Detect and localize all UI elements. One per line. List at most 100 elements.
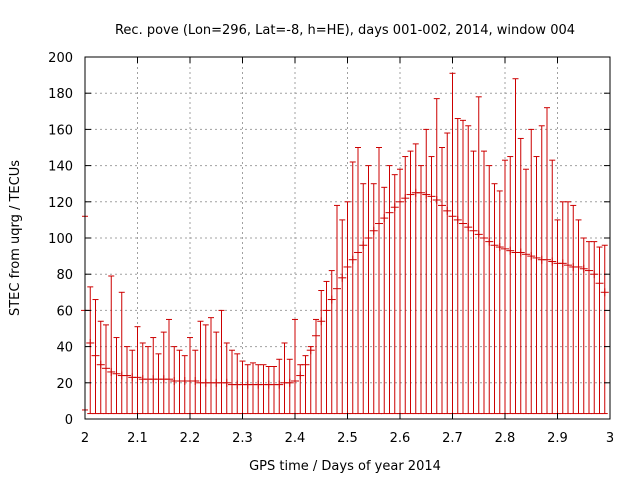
data-point [422, 128, 431, 415]
data-point [228, 349, 236, 415]
data-point [348, 161, 357, 415]
data-point [490, 183, 499, 415]
x-tick-label: 3 [606, 431, 614, 446]
data-point [301, 355, 310, 415]
data-point [401, 156, 410, 415]
data-point [128, 349, 137, 415]
data-point [595, 246, 604, 415]
data-point [306, 346, 315, 415]
y-tick-label: 100 [48, 232, 73, 247]
data-point [532, 156, 541, 415]
data-point [275, 358, 284, 415]
data-point [501, 159, 509, 415]
data-point [469, 150, 478, 415]
data-series [81, 72, 609, 415]
x-tick-label: 2.2 [180, 431, 201, 446]
data-point [180, 355, 189, 415]
y-tick-label: 140 [48, 160, 73, 175]
data-point [464, 125, 473, 415]
x-tick-label: 2 [81, 431, 89, 446]
data-point [443, 132, 452, 415]
data-point [159, 331, 168, 415]
x-tick-label: 2.7 [442, 431, 463, 446]
data-point [380, 186, 389, 415]
y-tick-label: 160 [48, 123, 73, 138]
data-point [600, 244, 609, 415]
data-point [548, 159, 557, 415]
data-point [175, 349, 184, 415]
data-point [338, 219, 347, 415]
data-point [264, 366, 273, 415]
data-point [333, 204, 341, 415]
data-point [474, 96, 483, 415]
data-point [165, 318, 173, 415]
data-point [327, 270, 336, 415]
data-point [96, 320, 105, 415]
data-point [359, 183, 368, 415]
y-axis-label: STEC from uqrg / TECUs [8, 160, 23, 316]
data-point [438, 147, 446, 415]
data-point [149, 337, 158, 415]
data-point [432, 98, 441, 415]
data-point [259, 364, 268, 415]
y-tick-label: 120 [48, 196, 73, 211]
data-point [527, 128, 536, 415]
y-tick-label: 200 [48, 51, 73, 66]
y-tick-label: 80 [56, 268, 73, 283]
data-point [364, 165, 373, 415]
x-tick-label: 2.1 [127, 431, 148, 446]
data-point [564, 201, 572, 415]
data-point [285, 358, 294, 415]
x-tick-label: 2.9 [547, 431, 568, 446]
chart-title: Rec. pove (Lon=296, Lat=-8, h=HE), days … [115, 23, 575, 38]
data-point [201, 324, 210, 415]
data-point [522, 168, 530, 415]
data-point [537, 125, 546, 415]
data-point [144, 346, 152, 415]
x-tick-label: 2.8 [495, 431, 516, 446]
data-point [317, 289, 326, 415]
data-point [427, 156, 436, 415]
data-point [453, 118, 462, 415]
data-point [249, 362, 257, 415]
data-point [480, 150, 488, 415]
data-point [558, 201, 567, 415]
data-point [233, 353, 242, 415]
data-point [553, 219, 562, 415]
data-point [579, 237, 588, 415]
data-point [448, 72, 457, 415]
x-tick-label: 2.4 [285, 431, 306, 446]
data-point [312, 318, 320, 415]
data-point [322, 280, 331, 415]
data-point [86, 286, 95, 415]
data-point [102, 324, 110, 415]
data-point [217, 309, 226, 415]
data-point [543, 107, 551, 415]
data-point [243, 364, 252, 415]
data-point [123, 346, 131, 415]
data-point [516, 137, 525, 415]
data-point [280, 342, 289, 415]
data-point [485, 165, 494, 415]
data-point [186, 337, 194, 415]
data-point [343, 201, 352, 415]
data-point [385, 165, 394, 415]
data-point [291, 318, 299, 415]
data-point [191, 349, 200, 415]
data-point [296, 364, 305, 415]
data-point [170, 346, 179, 415]
data-point [390, 174, 399, 415]
y-tick-label: 60 [56, 304, 73, 319]
y-tick-label: 180 [48, 87, 73, 102]
x-tick-label: 2.6 [390, 431, 411, 446]
x-axis-label: GPS time / Days of year 2014 [249, 459, 441, 474]
data-point [112, 337, 121, 415]
data-point [411, 143, 420, 415]
data-point [196, 320, 205, 415]
data-point [91, 299, 100, 415]
data-point [459, 119, 467, 415]
y-tick-label: 20 [56, 377, 73, 392]
data-point [138, 342, 147, 415]
data-point [590, 241, 599, 415]
